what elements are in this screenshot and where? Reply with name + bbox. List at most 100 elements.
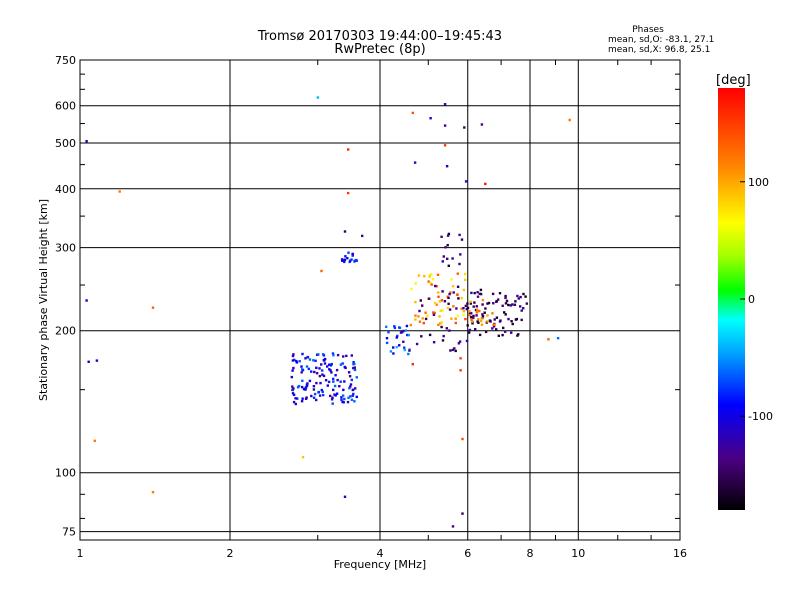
- data-point: [333, 384, 337, 388]
- data-point: [469, 302, 472, 305]
- data-point: [480, 123, 484, 126]
- data-point: [332, 388, 335, 392]
- data-point: [321, 369, 324, 372]
- data-point: [519, 295, 522, 299]
- data-point: [469, 315, 473, 319]
- data-point: [516, 294, 519, 298]
- data-point: [336, 378, 339, 382]
- data-point: [301, 379, 304, 382]
- data-point: [396, 334, 399, 338]
- data-point: [410, 287, 413, 291]
- data-point: [433, 311, 436, 315]
- data-point: [447, 232, 451, 236]
- data-point: [351, 254, 354, 257]
- data-point: [446, 244, 449, 247]
- data-point: [341, 362, 344, 365]
- data-point: [291, 392, 295, 395]
- data-point: [439, 309, 442, 312]
- data-point: [343, 380, 346, 383]
- x-tick-label: 10: [571, 547, 585, 560]
- data-point: [414, 318, 417, 321]
- data-point: [484, 182, 487, 186]
- data-point: [447, 296, 450, 299]
- data-point: [348, 387, 351, 390]
- data-point: [466, 306, 470, 310]
- data-point: [346, 257, 349, 260]
- stats-x-line: mean, sd,X: 96.8, 25.1: [608, 45, 710, 55]
- data-point: [353, 362, 356, 366]
- data-point: [478, 309, 481, 313]
- data-point: [452, 305, 455, 308]
- data-point: [327, 380, 331, 384]
- data-point: [407, 352, 410, 356]
- data-point: [448, 308, 452, 311]
- data-point: [305, 384, 309, 387]
- data-point: [432, 313, 436, 316]
- data-point: [455, 307, 458, 310]
- stats-heading: Phases: [632, 25, 664, 35]
- data-point: [446, 295, 449, 298]
- data-point: [449, 349, 452, 352]
- data-point: [387, 331, 390, 334]
- data-point: [321, 373, 324, 376]
- data-point: [452, 291, 455, 294]
- data-point: [402, 329, 405, 333]
- data-point: [403, 348, 406, 352]
- data-point: [297, 384, 301, 388]
- data-point: [513, 303, 517, 306]
- data-point: [517, 297, 520, 300]
- data-point: [456, 285, 460, 288]
- data-point: [470, 291, 473, 295]
- data-point: [292, 366, 295, 370]
- data-point: [497, 298, 500, 301]
- data-point: [414, 282, 417, 285]
- data-point: [442, 255, 445, 258]
- data-point: [298, 360, 301, 363]
- data-point: [440, 299, 444, 302]
- data-point: [292, 393, 296, 396]
- data-point: [437, 291, 440, 294]
- data-point: [441, 260, 444, 263]
- data-point: [318, 394, 322, 397]
- data-point: [332, 377, 335, 381]
- data-point: [385, 325, 388, 328]
- x-tick-label: 8: [527, 547, 534, 560]
- data-point: [479, 292, 483, 296]
- data-point: [312, 385, 316, 388]
- data-point: [462, 310, 466, 313]
- data-point: [411, 363, 414, 366]
- data-point: [343, 397, 346, 401]
- data-point: [339, 380, 342, 383]
- data-point: [477, 318, 480, 321]
- data-point: [478, 292, 481, 295]
- data-point: [429, 273, 433, 276]
- data-point: [474, 308, 478, 312]
- data-point: [347, 251, 350, 254]
- data-point: [420, 335, 423, 338]
- data-point: [401, 331, 404, 334]
- data-point: [446, 257, 449, 260]
- data-point: [318, 374, 322, 378]
- data-point: [450, 317, 453, 320]
- data-point: [344, 255, 347, 258]
- data-point: [296, 397, 299, 400]
- data-point: [326, 384, 329, 387]
- data-point: [312, 396, 316, 399]
- data-point: [440, 321, 443, 324]
- data-point: [519, 305, 522, 308]
- data-point: [504, 302, 508, 305]
- data-point: [435, 303, 438, 306]
- data-point: [454, 317, 457, 320]
- data-point: [476, 295, 480, 298]
- data-point: [445, 165, 449, 168]
- data-point: [467, 331, 471, 334]
- data-point: [417, 315, 420, 318]
- data-point: [395, 345, 398, 349]
- data-point: [324, 379, 328, 382]
- data-point: [341, 394, 345, 397]
- data-point: [459, 253, 462, 256]
- x-tick-label: 6: [464, 547, 471, 560]
- grid-lines: [80, 60, 680, 540]
- y-tick-label: 400: [55, 183, 76, 196]
